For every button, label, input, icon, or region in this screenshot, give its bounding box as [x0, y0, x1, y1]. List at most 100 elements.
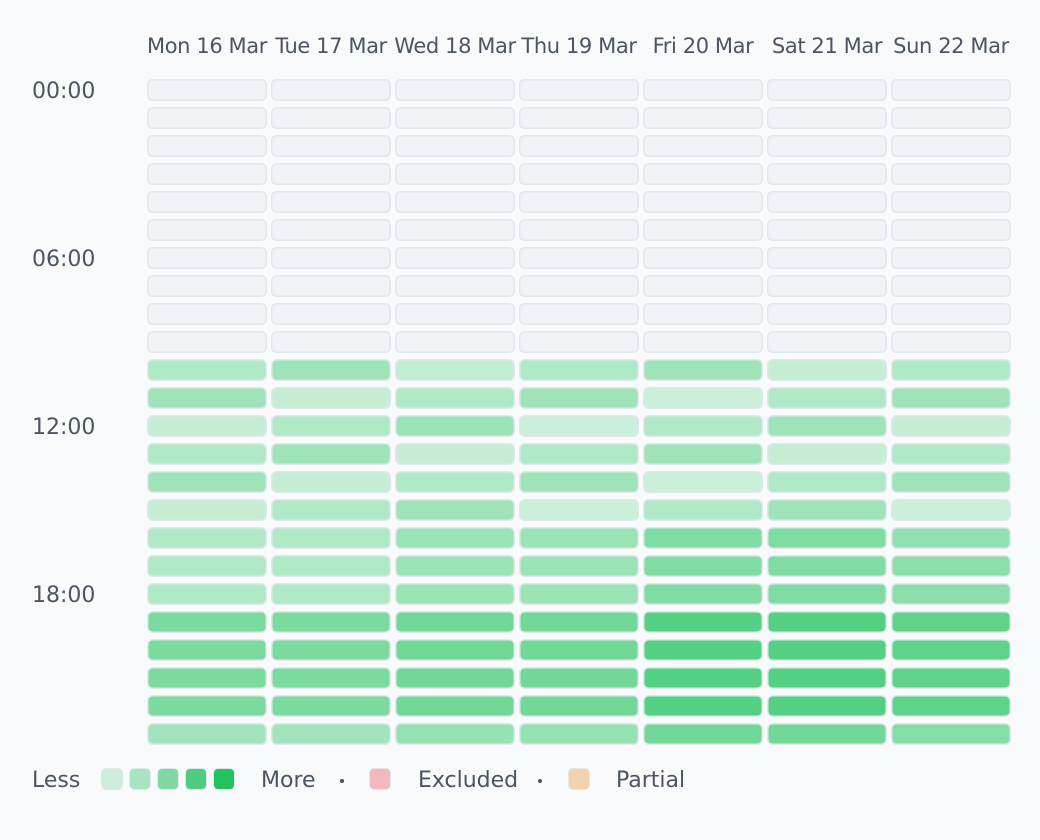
heatmap-cell[interactable]	[147, 303, 267, 325]
heatmap-cell[interactable]	[519, 191, 639, 213]
heatmap-cell[interactable]	[891, 443, 1011, 465]
heatmap-cell[interactable]	[147, 359, 267, 381]
heatmap-cell[interactable]	[519, 527, 639, 549]
heatmap-cell[interactable]	[271, 611, 391, 633]
heatmap-cell[interactable]	[147, 639, 267, 661]
heatmap-cell[interactable]	[395, 499, 515, 521]
heatmap-cell[interactable]	[147, 387, 267, 409]
heatmap-cell[interactable]	[643, 695, 763, 717]
heatmap-cell[interactable]	[643, 723, 763, 745]
heatmap-cell[interactable]	[519, 611, 639, 633]
heatmap-cell[interactable]	[891, 163, 1011, 185]
heatmap-cell[interactable]	[891, 275, 1011, 297]
heatmap-cell[interactable]	[891, 695, 1011, 717]
heatmap-cell[interactable]	[395, 163, 515, 185]
heatmap-cell[interactable]	[767, 583, 887, 605]
heatmap-cell[interactable]	[271, 527, 391, 549]
heatmap-cell[interactable]	[147, 415, 267, 437]
heatmap-cell[interactable]	[271, 191, 391, 213]
heatmap-cell[interactable]	[147, 191, 267, 213]
heatmap-cell[interactable]	[147, 471, 267, 493]
heatmap-cell[interactable]	[643, 471, 763, 493]
heatmap-cell[interactable]	[891, 247, 1011, 269]
heatmap-cell[interactable]	[395, 135, 515, 157]
heatmap-cell[interactable]	[891, 471, 1011, 493]
heatmap-cell[interactable]	[271, 275, 391, 297]
heatmap-cell[interactable]	[891, 499, 1011, 521]
heatmap-cell[interactable]	[271, 163, 391, 185]
heatmap-cell[interactable]	[767, 667, 887, 689]
heatmap-cell[interactable]	[767, 639, 887, 661]
heatmap-cell[interactable]	[891, 667, 1011, 689]
heatmap-cell[interactable]	[519, 723, 639, 745]
heatmap-cell[interactable]	[519, 247, 639, 269]
heatmap-cell[interactable]	[767, 387, 887, 409]
heatmap-cell[interactable]	[891, 303, 1011, 325]
heatmap-cell[interactable]	[891, 415, 1011, 437]
heatmap-cell[interactable]	[767, 611, 887, 633]
heatmap-cell[interactable]	[891, 359, 1011, 381]
heatmap-cell[interactable]	[271, 331, 391, 353]
heatmap-cell[interactable]	[147, 443, 267, 465]
heatmap-cell[interactable]	[643, 527, 763, 549]
heatmap-cell[interactable]	[395, 303, 515, 325]
heatmap-cell[interactable]	[519, 471, 639, 493]
heatmap-cell[interactable]	[767, 247, 887, 269]
heatmap-cell[interactable]	[147, 163, 267, 185]
heatmap-cell[interactable]	[395, 667, 515, 689]
heatmap-cell[interactable]	[891, 135, 1011, 157]
heatmap-cell[interactable]	[643, 667, 763, 689]
heatmap-cell[interactable]	[519, 163, 639, 185]
heatmap-cell[interactable]	[395, 527, 515, 549]
heatmap-cell[interactable]	[395, 219, 515, 241]
heatmap-cell[interactable]	[395, 555, 515, 577]
heatmap-cell[interactable]	[147, 107, 267, 129]
heatmap-cell[interactable]	[395, 583, 515, 605]
heatmap-cell[interactable]	[271, 415, 391, 437]
heatmap-cell[interactable]	[643, 191, 763, 213]
heatmap-cell[interactable]	[519, 667, 639, 689]
heatmap-cell[interactable]	[519, 331, 639, 353]
heatmap-cell[interactable]	[271, 443, 391, 465]
heatmap-cell[interactable]	[395, 275, 515, 297]
heatmap-cell[interactable]	[147, 611, 267, 633]
heatmap-cell[interactable]	[767, 107, 887, 129]
heatmap-cell[interactable]	[147, 275, 267, 297]
heatmap-cell[interactable]	[271, 387, 391, 409]
heatmap-cell[interactable]	[271, 247, 391, 269]
heatmap-cell[interactable]	[767, 443, 887, 465]
heatmap-cell[interactable]	[767, 527, 887, 549]
heatmap-cell[interactable]	[519, 359, 639, 381]
heatmap-cell[interactable]	[395, 695, 515, 717]
heatmap-cell[interactable]	[395, 443, 515, 465]
heatmap-cell[interactable]	[395, 611, 515, 633]
heatmap-cell[interactable]	[271, 219, 391, 241]
heatmap-cell[interactable]	[395, 471, 515, 493]
heatmap-cell[interactable]	[519, 303, 639, 325]
heatmap-cell[interactable]	[519, 275, 639, 297]
heatmap-cell[interactable]	[767, 163, 887, 185]
heatmap-cell[interactable]	[395, 415, 515, 437]
heatmap-cell[interactable]	[147, 555, 267, 577]
heatmap-cell[interactable]	[643, 135, 763, 157]
heatmap-cell[interactable]	[643, 415, 763, 437]
heatmap-cell[interactable]	[271, 723, 391, 745]
heatmap-cell[interactable]	[643, 247, 763, 269]
heatmap-cell[interactable]	[395, 359, 515, 381]
heatmap-cell[interactable]	[767, 219, 887, 241]
heatmap-cell[interactable]	[271, 639, 391, 661]
heatmap-cell[interactable]	[519, 219, 639, 241]
heatmap-cell[interactable]	[519, 443, 639, 465]
heatmap-cell[interactable]	[643, 555, 763, 577]
heatmap-cell[interactable]	[643, 499, 763, 521]
heatmap-cell[interactable]	[147, 331, 267, 353]
heatmap-cell[interactable]	[271, 359, 391, 381]
heatmap-cell[interactable]	[767, 555, 887, 577]
heatmap-cell[interactable]	[891, 639, 1011, 661]
heatmap-cell[interactable]	[271, 555, 391, 577]
heatmap-cell[interactable]	[271, 667, 391, 689]
heatmap-cell[interactable]	[519, 555, 639, 577]
heatmap-cell[interactable]	[271, 107, 391, 129]
heatmap-cell[interactable]	[147, 583, 267, 605]
heatmap-cell[interactable]	[519, 639, 639, 661]
